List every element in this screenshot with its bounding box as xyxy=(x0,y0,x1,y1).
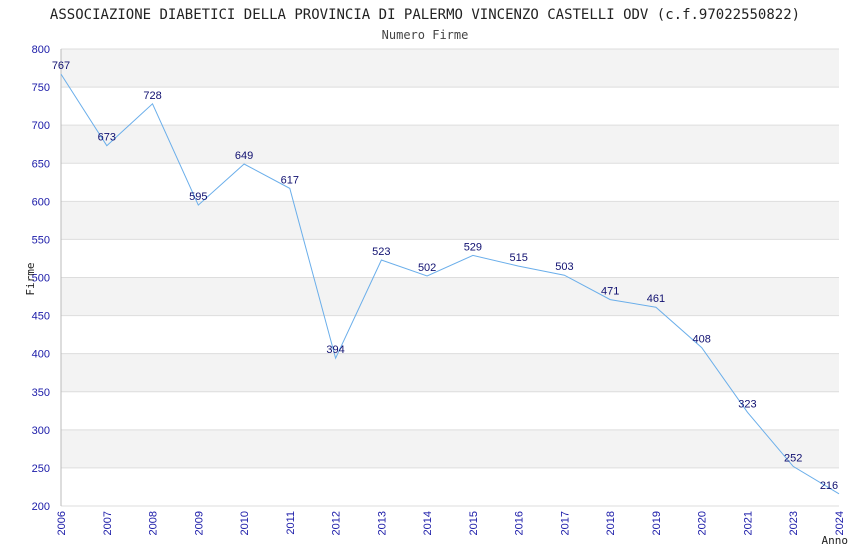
x-tick-label: 2013 xyxy=(376,511,388,535)
x-tick-label: 2015 xyxy=(468,511,480,535)
plot-band xyxy=(61,87,839,126)
plot-band xyxy=(61,467,839,506)
chart-subtitle: Numero Firme xyxy=(382,28,469,42)
plot-band xyxy=(61,49,839,88)
x-tick-label: 2019 xyxy=(651,511,663,535)
y-tick-label: 250 xyxy=(32,463,50,475)
data-label: 595 xyxy=(189,191,207,203)
data-label: 617 xyxy=(281,174,299,186)
data-label: 515 xyxy=(509,252,527,264)
x-tick-label: 2017 xyxy=(559,511,571,535)
data-label: 394 xyxy=(326,344,344,356)
plot-band xyxy=(61,163,839,202)
x-tick-label: 2007 xyxy=(102,511,114,535)
data-label: 728 xyxy=(143,90,161,102)
y-tick-label: 600 xyxy=(32,196,50,208)
data-label: 767 xyxy=(52,60,70,72)
x-tick-label: 2012 xyxy=(331,511,343,535)
plot-background xyxy=(61,49,839,506)
y-tick-label: 800 xyxy=(32,44,50,56)
data-label: 408 xyxy=(693,334,711,346)
x-axis: 2006 2007 2008 2009 2010 2011 2012 2013 2014 2015… xyxy=(56,511,846,535)
y-tick-label: 500 xyxy=(32,273,50,285)
data-labels: 767 673 728 595 649 617 394 523 502 529 515 503 471 4… xyxy=(52,60,838,492)
y-axis-title: Firme xyxy=(24,262,37,295)
data-label: 461 xyxy=(647,293,665,305)
x-tick-label: 2016 xyxy=(514,511,526,535)
x-tick-label: 2009 xyxy=(193,511,205,535)
plot-band xyxy=(61,315,839,354)
x-axis-title: Anno xyxy=(822,534,849,547)
series-line xyxy=(60,73,840,495)
plot-band xyxy=(61,353,839,392)
y-tick-label: 700 xyxy=(32,120,50,132)
x-tick-label: 2023 xyxy=(788,511,800,535)
data-label: 216 xyxy=(820,480,838,492)
x-tick-label: 2008 xyxy=(148,511,160,535)
data-label: 323 xyxy=(738,398,756,410)
y-tick-label: 400 xyxy=(32,349,50,361)
data-label: 673 xyxy=(98,132,116,144)
y-tick-label: 550 xyxy=(32,234,50,246)
x-tick-label: 2024 xyxy=(834,511,846,535)
y-tick-label: 750 xyxy=(32,82,50,94)
data-label: 529 xyxy=(464,241,482,253)
plot-band xyxy=(61,201,839,240)
y-tick-label: 650 xyxy=(32,158,50,170)
x-tick-label: 2011 xyxy=(285,511,297,535)
data-label: 502 xyxy=(418,262,436,274)
x-tick-label: 2006 xyxy=(56,511,68,535)
x-tick-label: 2021 xyxy=(742,511,754,535)
data-label: 503 xyxy=(555,261,573,273)
x-tick-label: 2020 xyxy=(697,511,709,535)
data-label: 471 xyxy=(601,286,619,298)
plot-band xyxy=(61,277,839,316)
y-tick-label: 450 xyxy=(32,311,50,323)
plot-band xyxy=(61,239,839,278)
data-label: 252 xyxy=(784,452,802,464)
y-axis: 200 250 300 350 400 450 500 550 600 650 700 750 800 xyxy=(32,44,50,513)
x-tick-label: 2018 xyxy=(605,511,617,535)
y-tick-label: 200 xyxy=(32,501,50,513)
chart-title: ASSOCIAZIONE DIABETICI DELLA PROVINCIA D… xyxy=(50,7,800,23)
plot-band xyxy=(61,429,839,468)
data-label: 649 xyxy=(235,150,253,162)
x-tick-label: 2010 xyxy=(239,511,251,535)
grid-lines xyxy=(60,48,839,507)
x-tick-label: 2014 xyxy=(422,511,434,535)
y-tick-label: 350 xyxy=(32,387,50,399)
data-label: 523 xyxy=(372,246,390,258)
y-tick-label: 300 xyxy=(32,425,50,437)
plot-band xyxy=(61,391,839,430)
plot-band xyxy=(61,125,839,164)
